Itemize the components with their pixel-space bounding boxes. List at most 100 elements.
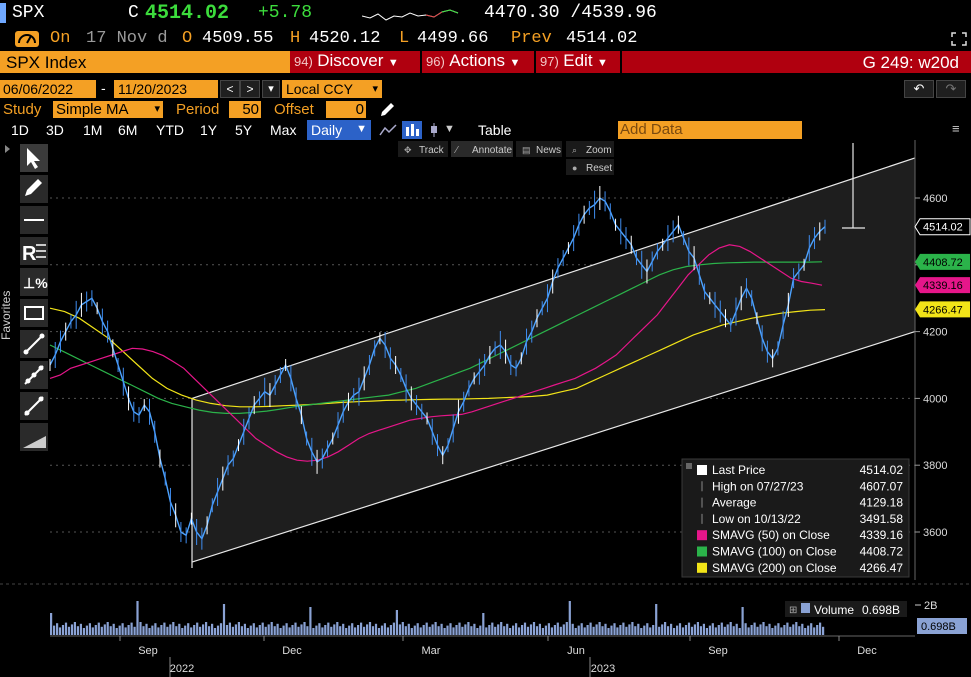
percent-tool[interactable] (20, 268, 48, 296)
date-dropdown-icon[interactable]: ▾ (262, 80, 280, 98)
range-1d[interactable]: 1D (11, 122, 29, 138)
frequency-select[interactable]: Daily ▼ (307, 120, 371, 140)
track-button[interactable] (398, 141, 448, 157)
volume-bar (488, 625, 491, 635)
volume-bar (467, 622, 470, 635)
menu-icon[interactable]: ≡ (952, 121, 960, 136)
price-tag: 4266.47 (915, 301, 970, 318)
x-tick-label: Dec (282, 645, 302, 657)
period-input[interactable]: 50 (229, 101, 261, 118)
chevron-right-icon[interactable]: > (240, 80, 260, 98)
volume-bar (374, 623, 378, 635)
collapse-arrow-icon[interactable] (5, 145, 10, 153)
volume-bar (532, 622, 536, 635)
volume-bar (738, 628, 741, 635)
pen-icon (25, 179, 42, 196)
volume-bar (389, 625, 392, 635)
volume-bar (670, 623, 673, 635)
volume-bar (789, 626, 792, 635)
volume-bar (673, 628, 676, 635)
currency-value: Local CCY (286, 81, 353, 97)
volume-bar (810, 623, 813, 635)
x-tick-label: Jun (567, 645, 585, 657)
volume-bar (67, 626, 71, 635)
ticker-symbol[interactable]: SPX (12, 3, 45, 23)
range-5y[interactable]: 5Y (235, 122, 253, 138)
end-date: 11/20/2023 (118, 81, 188, 97)
table-button[interactable]: Table (478, 122, 512, 138)
pencil-icon[interactable] (378, 101, 396, 119)
edit-menu[interactable]: 97) Edit ▼ (540, 51, 608, 73)
redo-icon[interactable]: ↷ (936, 80, 966, 98)
volume-bar (550, 627, 553, 635)
study-label: Study (3, 101, 42, 118)
volume-bar (401, 622, 404, 635)
volume-bar (208, 626, 211, 635)
legend-collapse-icon[interactable]: ⊞ (789, 605, 797, 616)
security-field[interactable]: SPX Index (0, 51, 290, 73)
annotate-button[interactable] (451, 141, 513, 157)
volume-bar (312, 628, 315, 635)
study-select[interactable]: Simple MA ▾ (53, 101, 163, 118)
volume-bar (693, 624, 696, 635)
rectangle-icon (24, 306, 44, 320)
volume-bar (178, 623, 181, 635)
channel-icon (25, 378, 31, 384)
prev-value: 4514.02 (566, 29, 638, 48)
range-3d[interactable]: 3D (46, 122, 64, 138)
add-data-input[interactable]: Add Data (618, 121, 802, 139)
range-1m[interactable]: 1M (83, 122, 103, 138)
legend-value: 4514.02 (860, 463, 904, 477)
end-date-field[interactable]: 11/20/2023 (114, 80, 218, 98)
offset-input[interactable]: 0 (326, 101, 366, 118)
annotate-icon: ⁄ (453, 145, 459, 156)
legend-label: Low on 10/13/22 (712, 512, 801, 526)
undo-icon[interactable]: ↶ (904, 80, 934, 98)
volume-bar (470, 626, 473, 635)
chevron-down-icon[interactable]: ▼ (444, 123, 455, 135)
volume-bar (139, 622, 142, 635)
legend-collapse-icon[interactable] (686, 463, 692, 469)
start-date-field[interactable]: 06/06/2022 (0, 80, 96, 98)
volume-bar (234, 624, 237, 635)
day-range: 4470.30 /4539.96 (484, 3, 657, 23)
zoom-button[interactable] (566, 141, 614, 157)
volume-bar (279, 628, 282, 635)
volume-bar (771, 628, 774, 635)
offset-label: Offset (274, 101, 314, 118)
price-tag-label: 4266.47 (923, 304, 963, 316)
favorites-label[interactable]: Favorites (0, 291, 13, 340)
x-axis: Sep Dec Mar Jun Sep Dec 2022 2023 (50, 635, 915, 677)
volume-bar (610, 625, 613, 635)
legend-label: SMAVG (200) on Close (712, 561, 837, 575)
ma-series (49, 307, 826, 408)
news-button[interactable] (516, 141, 562, 157)
currency-select[interactable]: Local CCY ▾ (282, 80, 382, 98)
volume-bar (225, 625, 229, 635)
expand-icon[interactable] (950, 31, 968, 47)
range-6m[interactable]: 6M (118, 122, 138, 138)
discover-menu[interactable]: 94) Discover ▼ (294, 51, 399, 73)
candle-icon[interactable] (426, 122, 442, 138)
volume-bar (613, 623, 616, 635)
study-value: Simple MA (56, 101, 129, 118)
discover-label: Discover (317, 51, 384, 70)
open-value: 4509.55 (202, 29, 274, 48)
range-ytd[interactable]: YTD (156, 122, 184, 138)
line-chart-icon[interactable] (378, 122, 398, 138)
actions-label: Actions (449, 51, 505, 70)
chevron-left-icon[interactable]: < (220, 80, 240, 98)
bar-chart-icon[interactable] (402, 121, 422, 139)
actions-menu[interactable]: 96) Actions ▼ (426, 51, 520, 73)
price-tag-label: 4339.16 (923, 280, 963, 292)
volume-bar (446, 625, 449, 635)
function-code: G 249: w20d (862, 53, 959, 72)
range-1y[interactable]: 1Y (200, 122, 218, 138)
volume-bar (169, 624, 172, 635)
price-chart[interactable]: 460044004200400038003600 SepDecMarJunSep… (0, 140, 971, 677)
reset-button[interactable] (566, 159, 614, 175)
legend-value: 3491.58 (860, 512, 904, 526)
volume-bar (503, 626, 506, 635)
range-max[interactable]: Max (270, 122, 297, 138)
x-tick-label: Dec (857, 645, 877, 657)
